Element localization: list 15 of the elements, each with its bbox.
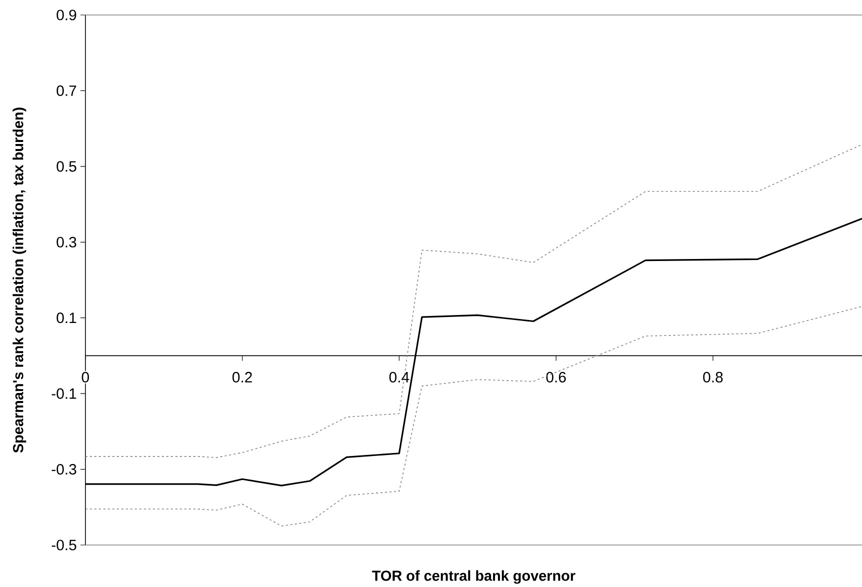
x-tick-label: 0 [82, 372, 89, 382]
y-tick-label: 0.3 [56, 236, 76, 248]
y-tick-label: 0.7 [56, 85, 76, 96]
y-tick-label: 0.9 [56, 10, 76, 20]
y-tick-label: 0.5 [56, 161, 76, 172]
y-tick-label: -0.3 [52, 464, 76, 475]
x-axis-title: TOR of central bank governor [372, 570, 576, 584]
x-tick-label: 0.8 [703, 372, 723, 382]
x-tick-label: 0.4 [389, 372, 410, 382]
x-tick-label: 0.6 [546, 372, 566, 382]
y-tick-label: 0.1 [56, 312, 76, 324]
y-tick-label: -0.5 [52, 540, 76, 550]
y-axis-title: Spearman's rank correlation (inflation, tax burden) [12, 108, 26, 453]
x-tick-label: 0.2 [232, 372, 252, 382]
y-tick-label: -0.1 [52, 388, 76, 399]
